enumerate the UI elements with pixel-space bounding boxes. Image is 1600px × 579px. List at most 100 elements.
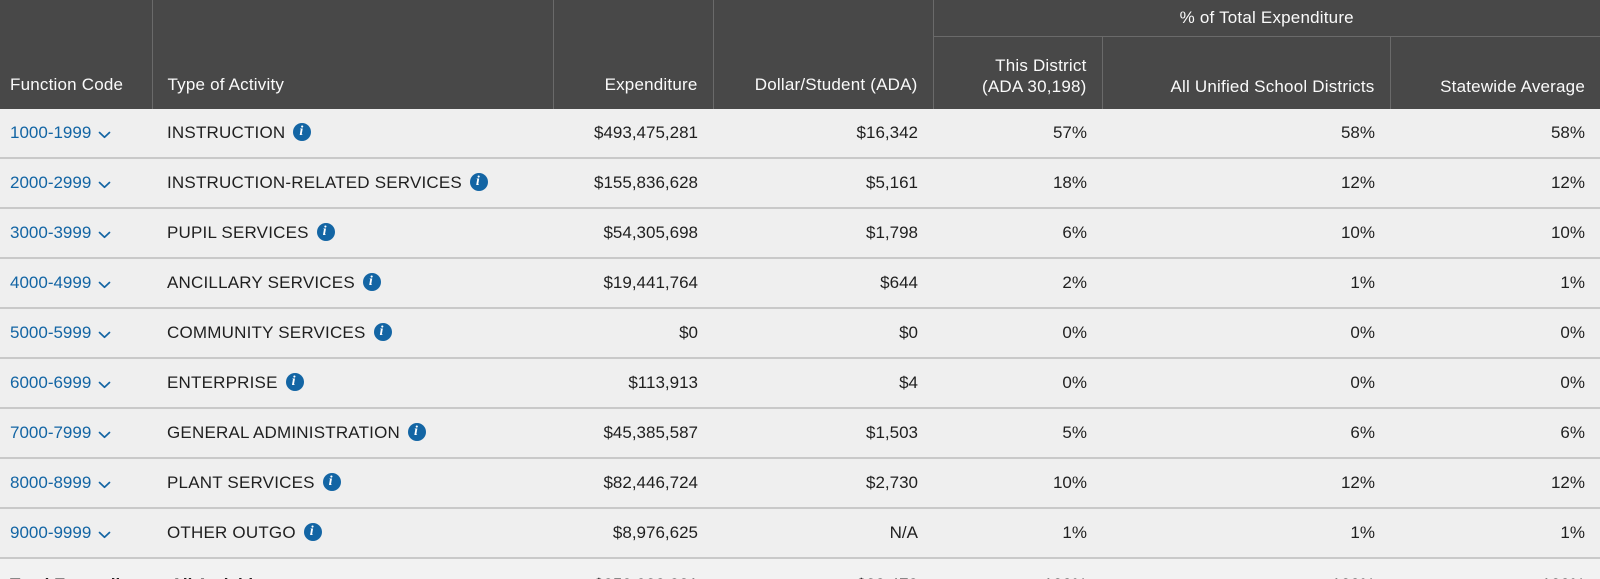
col-header-this-district: This District (ADA 30,198) xyxy=(933,36,1103,109)
total-row: Total Expenditures, All Activities $859,… xyxy=(0,557,1600,579)
district-pct-cell: 2% xyxy=(933,257,1102,308)
dollar-per-student-cell: $16,342 xyxy=(713,109,933,158)
district-pct-cell: 1% xyxy=(933,507,1102,558)
activity-label: ENTERPRISE xyxy=(167,373,278,392)
statewide-pct-cell: 1% xyxy=(1390,257,1600,308)
activity-label: PUPIL SERVICES xyxy=(167,223,309,242)
table-row: 1000-1999 INSTRUCTION $493,475,281 $16,3… xyxy=(0,109,1600,158)
col-header-function-code: Function Code xyxy=(0,0,153,109)
statewide-pct-cell: 12% xyxy=(1390,457,1600,508)
activity-label: GENERAL ADMINISTRATION xyxy=(167,423,400,442)
expenditure-cell: $54,305,698 xyxy=(553,207,713,258)
info-icon[interactable] xyxy=(322,473,341,491)
dollar-per-student-cell: $2,730 xyxy=(713,457,933,508)
unified-pct-cell: 58% xyxy=(1102,109,1390,158)
function-code-cell: 6000-6999 xyxy=(0,357,152,408)
unified-pct-cell: 1% xyxy=(1102,507,1390,558)
col-header-statewide-average: Statewide Average xyxy=(1390,36,1600,109)
function-code-link[interactable]: 9000-9999 xyxy=(10,523,111,543)
dollar-per-student-cell: $644 xyxy=(713,257,933,308)
dollar-per-student-cell: $0 xyxy=(713,307,933,358)
district-pct-cell: 0% xyxy=(933,307,1102,358)
total-district-pct-cell: 100% xyxy=(933,557,1102,579)
activity-label: COMMUNITY SERVICES xyxy=(167,323,366,342)
col-header-dollar-per-student: Dollar/Student (ADA) xyxy=(713,0,934,109)
activity-label: INSTRUCTION xyxy=(167,123,286,142)
statewide-pct-cell: 10% xyxy=(1390,207,1600,258)
table-row: 7000-7999 GENERAL ADMINISTRATION $45,385… xyxy=(0,407,1600,458)
function-code-label: 5000-5999 xyxy=(10,323,92,342)
activity-cell: ANCILLARY SERVICES xyxy=(152,257,553,308)
function-code-link[interactable]: 8000-8999 xyxy=(10,473,111,493)
statewide-pct-cell: 12% xyxy=(1390,157,1600,208)
chevron-down-icon xyxy=(98,331,111,338)
unified-pct-cell: 10% xyxy=(1102,207,1390,258)
function-code-link[interactable]: 4000-4999 xyxy=(10,273,111,293)
table-row: 9000-9999 OTHER OUTGO $8,976,625 N/A 1% … xyxy=(0,507,1600,558)
function-code-link[interactable]: 2000-2999 xyxy=(10,173,111,193)
function-code-link[interactable]: 3000-3999 xyxy=(10,223,111,243)
expenditure-cell: $19,441,764 xyxy=(553,257,713,308)
total-dollar-per-student-cell: $28,478 xyxy=(713,557,933,579)
info-icon[interactable] xyxy=(373,323,392,341)
function-code-label: 7000-7999 xyxy=(10,423,92,442)
info-icon[interactable] xyxy=(303,523,322,541)
info-icon[interactable] xyxy=(316,223,335,241)
statewide-pct-cell: 0% xyxy=(1390,357,1600,408)
function-code-cell: 7000-7999 xyxy=(0,407,152,458)
col-header-pct-of-total-group: % of Total Expenditure xyxy=(933,0,1600,37)
expenditure-cell: $0 xyxy=(553,307,713,358)
table-row: 4000-4999 ANCILLARY SERVICES $19,441,764… xyxy=(0,257,1600,308)
activity-cell: INSTRUCTION xyxy=(152,109,553,158)
function-code-cell: 8000-8999 xyxy=(0,457,152,508)
table-row: 2000-2999 INSTRUCTION-RELATED SERVICES $… xyxy=(0,157,1600,208)
function-code-link[interactable]: 5000-5999 xyxy=(10,323,111,343)
function-code-link[interactable]: 6000-6999 xyxy=(10,373,111,393)
total-expenditure-cell: $859,982,221 xyxy=(553,557,713,579)
info-icon[interactable] xyxy=(408,423,426,441)
function-code-label: 2000-2999 xyxy=(10,173,92,192)
statewide-pct-cell: 1% xyxy=(1390,507,1600,558)
district-pct-cell: 10% xyxy=(933,457,1102,508)
statewide-pct-cell: 0% xyxy=(1390,307,1600,358)
col-header-type-of-activity: Type of Activity xyxy=(152,0,554,109)
district-pct-cell: 6% xyxy=(933,207,1102,258)
function-code-cell: 4000-4999 xyxy=(0,257,152,308)
function-code-cell: 9000-9999 xyxy=(0,507,152,558)
info-icon[interactable] xyxy=(362,273,381,291)
function-code-link[interactable]: 1000-1999 xyxy=(10,123,111,143)
dollar-per-student-cell: $1,503 xyxy=(713,407,933,458)
unified-pct-cell: 6% xyxy=(1102,407,1390,458)
function-code-label: 1000-1999 xyxy=(10,123,92,142)
function-code-label: 4000-4999 xyxy=(10,273,92,292)
dollar-per-student-cell: $4 xyxy=(713,357,933,408)
table-footer: Total Expenditures, All Activities $859,… xyxy=(0,557,1600,579)
activity-cell: COMMUNITY SERVICES xyxy=(152,307,553,358)
this-district-line2: (ADA 30,198) xyxy=(982,76,1087,96)
info-icon[interactable] xyxy=(285,373,304,391)
activity-cell: PLANT SERVICES xyxy=(152,457,553,508)
expenditure-cell: $113,913 xyxy=(553,357,713,408)
expenditure-cell: $493,475,281 xyxy=(553,109,713,158)
dollar-per-student-cell: N/A xyxy=(713,507,933,558)
table-row: 8000-8999 PLANT SERVICES $82,446,724 $2,… xyxy=(0,457,1600,508)
chevron-down-icon xyxy=(98,131,111,138)
activity-cell: GENERAL ADMINISTRATION xyxy=(152,407,553,458)
table-body: 1000-1999 INSTRUCTION $493,475,281 $16,3… xyxy=(0,109,1600,558)
chevron-down-icon xyxy=(98,381,111,388)
col-header-expenditure: Expenditure xyxy=(553,0,714,109)
statewide-pct-cell: 58% xyxy=(1390,109,1600,158)
activity-label: INSTRUCTION-RELATED SERVICES xyxy=(167,173,462,192)
function-code-link[interactable]: 7000-7999 xyxy=(10,423,111,443)
chevron-down-icon xyxy=(98,231,111,238)
chevron-down-icon xyxy=(98,281,111,288)
district-pct-cell: 18% xyxy=(933,157,1102,208)
info-icon[interactable] xyxy=(469,173,488,191)
chevron-down-icon xyxy=(98,181,111,188)
info-icon[interactable] xyxy=(293,123,312,141)
table-header: Function Code Type of Activity Expenditu… xyxy=(0,0,1600,109)
unified-pct-cell: 12% xyxy=(1102,457,1390,508)
activity-cell: OTHER OUTGO xyxy=(152,507,553,558)
chevron-down-icon xyxy=(98,531,111,538)
